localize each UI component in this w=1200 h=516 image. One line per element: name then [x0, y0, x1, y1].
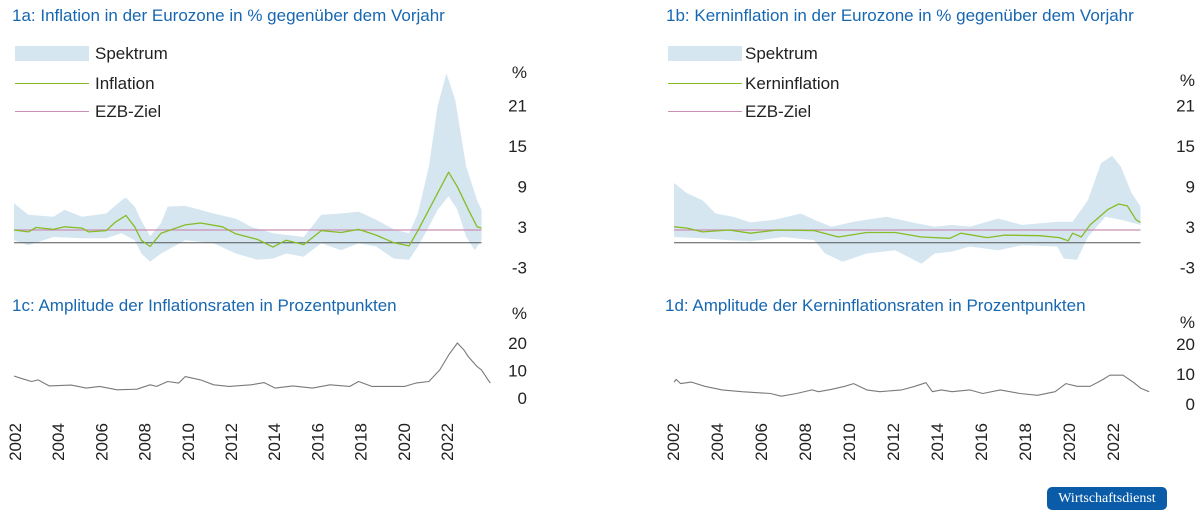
legend-label-inflation: Inflation	[95, 74, 155, 93]
x-tick-label-1c: 2022	[438, 423, 457, 461]
y-tick-label-1b: -3	[1180, 259, 1195, 278]
x-tick-label-1c: 2004	[49, 423, 68, 461]
x-tick-label-1c: 2016	[308, 423, 327, 461]
y-tick-label-1a: 3	[518, 218, 527, 237]
publisher-badge: Wirtschaftsdienst	[1047, 487, 1167, 510]
legend-swatch-spektrum-1a	[15, 46, 89, 61]
y-tick-label-1a: 9	[518, 178, 527, 197]
legend-label-ezb-ziel-1b: EZB-Ziel	[745, 102, 812, 121]
y-unit-label-1a: %	[512, 63, 527, 82]
y-tick-label-1b: 9	[1186, 178, 1195, 197]
y-unit-label-1b: %	[1180, 71, 1195, 90]
legend-label-kerninflation: Kerninflation	[745, 74, 840, 93]
legend-swatch-ezb-ziel-1a	[15, 111, 89, 112]
x-tick-label-1c: 2012	[222, 423, 241, 461]
x-tick-label-1d: 2016	[972, 423, 991, 461]
chart-title-1b: 1b: Kerninflation in der Eurozone in % g…	[666, 6, 1134, 25]
inflation-line-1b	[673, 203, 1141, 242]
x-tick-label-1c: 2002	[6, 423, 25, 461]
y-tick-label-1c: 10	[508, 362, 527, 381]
y-tick-label-1a: 15	[508, 137, 527, 156]
x-tick-label-1d: 2022	[1104, 423, 1123, 461]
x-tick-label-1c: 2018	[352, 423, 371, 461]
legend-label-ezb-ziel-1a: EZB-Ziel	[95, 102, 162, 121]
y-tick-label-1b: 15	[1176, 137, 1195, 156]
x-tick-label-1d: 2014	[928, 423, 947, 461]
legend-label-spektrum-1b: Spektrum	[745, 44, 818, 63]
x-tick-label-1d: 2002	[664, 423, 683, 461]
chart-title-1d: 1d: Amplitude der Kerninflationsraten in…	[665, 296, 1086, 315]
x-tick-label-1c: 2006	[92, 423, 111, 461]
x-tick-label-1d: 2012	[884, 423, 903, 461]
x-tick-label-1c: 2008	[136, 423, 155, 461]
spektrum-band-1a	[14, 73, 482, 262]
y-tick-label-1b: 3	[1186, 218, 1195, 237]
y-tick-label-1c: 20	[508, 334, 527, 353]
y-tick-label-1a: 21	[508, 97, 527, 116]
x-tick-label-1d: 2018	[1016, 423, 1035, 461]
chart-title-1c: 1c: Amplitude der Inflationsraten in Pro…	[12, 296, 397, 315]
x-tick-label-1c: 2010	[179, 423, 198, 461]
y-tick-label-1d: 0	[1186, 395, 1195, 414]
inflation-line-1a	[13, 171, 482, 248]
y-unit-label-1c: %	[512, 304, 527, 323]
y-tick-label-1d: 10	[1176, 365, 1195, 384]
spektrum-band-1b	[674, 155, 1141, 264]
y-tick-label-1b: 21	[1176, 97, 1195, 116]
legend-swatch-spektrum-1b	[668, 46, 742, 61]
y-unit-label-1d: %	[1180, 313, 1195, 332]
chart-title-1a: 1a: Inflation in der Eurozone in % gegen…	[12, 6, 445, 25]
amplitude-line-1c	[13, 342, 491, 391]
y-tick-label-1c: 0	[518, 389, 527, 408]
legend-swatch-inflation	[15, 83, 89, 84]
x-tick-label-1c: 2020	[395, 423, 414, 461]
y-tick-label-1d: 20	[1176, 335, 1195, 354]
legend-swatch-kerninflation	[668, 83, 742, 84]
x-tick-label-1d: 2004	[708, 423, 727, 461]
amplitude-line-1d	[673, 374, 1150, 397]
x-tick-label-1d: 2020	[1060, 423, 1079, 461]
legend-label-spektrum-1a: Spektrum	[95, 44, 168, 63]
x-tick-label-1d: 2008	[796, 423, 815, 461]
x-tick-label-1d: 2010	[840, 423, 859, 461]
legend-swatch-ezb-ziel-1b	[668, 111, 742, 112]
y-tick-label-1a: -3	[512, 259, 527, 278]
x-tick-label-1d: 2006	[752, 423, 771, 461]
x-tick-label-1c: 2014	[265, 423, 284, 461]
